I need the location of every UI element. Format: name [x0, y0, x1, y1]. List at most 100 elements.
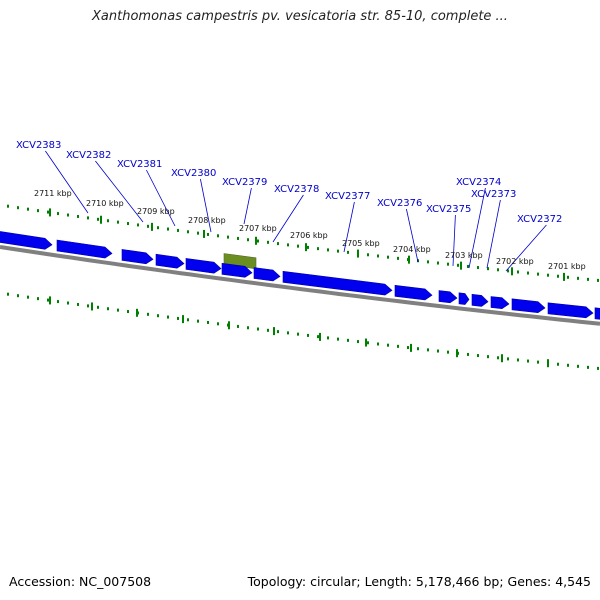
minor-tick — [427, 260, 429, 264]
minor-tick — [57, 300, 59, 304]
minor-tick — [127, 222, 129, 226]
map-title: Xanthomonas campestris pv. vesicatoria s… — [92, 9, 508, 24]
scale-ticks — [7, 204, 599, 370]
minor-tick — [527, 359, 529, 363]
minor-tick — [107, 307, 109, 311]
minor-tick — [87, 216, 89, 220]
minor-tick — [397, 344, 399, 348]
minor-tick — [487, 355, 489, 359]
minor-tick — [337, 337, 339, 341]
gene-label-xcv2376[interactable]: XCV2376 — [377, 198, 422, 263]
gene-arrow[interactable] — [221, 262, 253, 278]
gene-labels[interactable]: XCV2383 XCV2382 XCV2381 XCV2380 XCV2379 XCV23… — [16, 140, 562, 272]
leader-line — [272, 194, 304, 243]
gene-label-xcv2373[interactable]: XCV2373 — [471, 189, 516, 269]
major-tick — [255, 236, 257, 245]
major-tick — [547, 359, 549, 368]
minor-tick — [177, 316, 179, 320]
major-tick — [410, 343, 412, 352]
gene-name[interactable]: XCV2374 — [456, 177, 501, 188]
gene-arrow[interactable] — [547, 302, 594, 319]
gene-label-xcv2378[interactable]: XCV2378 — [272, 184, 319, 243]
upper-tick-ring — [7, 204, 599, 282]
gene-label-xcv2381[interactable]: XCV2381 — [117, 159, 176, 227]
gene-name[interactable]: XCV2381 — [117, 159, 162, 170]
gene-label-xcv2375[interactable]: XCV2375 — [426, 204, 471, 267]
leader-line — [452, 214, 456, 267]
minor-tick — [527, 271, 529, 275]
scale-labels: 2711 kbp 2710 kbp 2709 kbp 2708 kbp 2707 kbp… — [34, 189, 586, 271]
major-tick — [305, 243, 307, 252]
leader-line — [505, 224, 547, 272]
gene-features[interactable] — [0, 231, 600, 320]
gene-label-xcv2383[interactable]: XCV2383 — [16, 140, 89, 214]
minor-tick — [237, 324, 239, 328]
gene-name[interactable]: XCV2378 — [274, 184, 319, 195]
minor-tick — [137, 223, 139, 227]
minor-tick — [357, 340, 359, 344]
major-tick — [228, 321, 230, 330]
gene-label-xcv2380[interactable]: XCV2380 — [171, 168, 216, 233]
gene-arrow[interactable] — [282, 270, 393, 296]
gene-name[interactable]: XCV2376 — [377, 198, 422, 209]
minor-tick — [37, 209, 39, 213]
leader-line — [146, 169, 176, 227]
major-tick — [460, 261, 462, 270]
gene-arrow[interactable] — [155, 253, 185, 269]
gene-name[interactable]: XCV2377 — [325, 191, 370, 202]
gene-arrow[interactable] — [185, 258, 222, 274]
minor-tick — [117, 308, 119, 312]
gene-label-xcv2377[interactable]: XCV2377 — [325, 191, 370, 253]
minor-tick — [277, 330, 279, 334]
minor-tick — [297, 332, 299, 336]
gene-name[interactable]: XCV2372 — [517, 214, 562, 225]
gene-arrow[interactable] — [121, 249, 154, 265]
gene-arrow[interactable] — [594, 307, 600, 320]
minor-tick — [597, 278, 599, 282]
minor-tick — [157, 314, 159, 318]
gene-arrow[interactable] — [0, 231, 53, 250]
gene-label-xcv2382[interactable]: XCV2382 — [66, 150, 144, 223]
minor-tick — [47, 298, 49, 302]
gene-arrow[interactable] — [438, 290, 458, 304]
gene-name[interactable]: XCV2375 — [426, 204, 471, 215]
gene-name[interactable]: XCV2380 — [171, 168, 216, 179]
scale-label: 2703 kbp — [445, 251, 483, 260]
scale-label: 2710 kbp — [86, 199, 124, 208]
gene-arrow[interactable] — [394, 284, 433, 301]
gene-label-xcv2372[interactable]: XCV2372 — [505, 214, 562, 272]
gene-arrow[interactable] — [490, 296, 510, 310]
leader-line — [343, 201, 355, 253]
minor-tick — [427, 348, 429, 352]
minor-tick — [467, 264, 469, 268]
scale-label: 2707 kbp — [239, 224, 277, 233]
gene-name[interactable]: XCV2383 — [16, 140, 61, 151]
leader-line — [406, 208, 419, 263]
minor-tick — [287, 331, 289, 335]
gene-arrow[interactable] — [511, 298, 546, 314]
minor-tick — [587, 365, 589, 369]
minor-tick — [477, 266, 479, 270]
gene-arrow[interactable] — [56, 239, 113, 259]
minor-tick — [57, 212, 59, 216]
minor-tick — [347, 338, 349, 342]
minor-tick — [227, 235, 229, 239]
accession-text: Accession: NC_007508 — [9, 574, 152, 589]
gene-label-xcv2379[interactable]: XCV2379 — [222, 177, 267, 225]
minor-tick — [567, 275, 569, 279]
minor-tick — [387, 255, 389, 259]
gene-arrow[interactable] — [253, 267, 281, 282]
gene-label-xcv2374[interactable]: XCV2374 — [456, 177, 501, 269]
minor-tick — [37, 297, 39, 301]
gene-arrow[interactable] — [458, 292, 470, 305]
gene-name[interactable]: XCV2382 — [66, 150, 111, 161]
leader-line — [468, 187, 486, 269]
minor-tick — [497, 356, 499, 360]
lower-tick-ring — [7, 292, 599, 370]
gene-arrow[interactable] — [471, 293, 489, 307]
gene-name[interactable]: XCV2373 — [471, 189, 516, 200]
gene-name[interactable]: XCV2379 — [222, 177, 267, 188]
major-tick — [49, 208, 51, 217]
minor-tick — [517, 358, 519, 362]
